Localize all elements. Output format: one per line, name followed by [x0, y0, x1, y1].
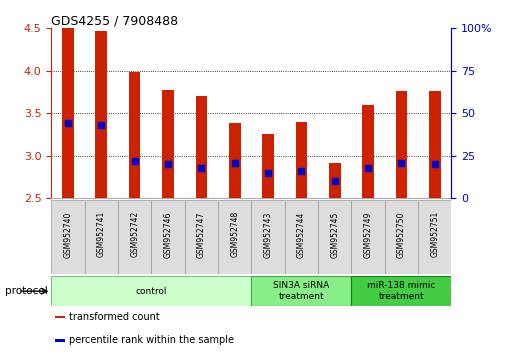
Bar — [262, 134, 274, 198]
FancyBboxPatch shape — [251, 276, 351, 306]
FancyBboxPatch shape — [51, 276, 251, 306]
FancyBboxPatch shape — [151, 200, 185, 274]
Text: GSM952743: GSM952743 — [264, 211, 272, 258]
FancyBboxPatch shape — [385, 200, 418, 274]
FancyBboxPatch shape — [218, 200, 251, 274]
Text: miR-138 mimic
treatment: miR-138 mimic treatment — [367, 281, 436, 301]
Bar — [95, 31, 107, 198]
FancyBboxPatch shape — [51, 200, 85, 274]
Bar — [62, 28, 74, 198]
Text: GSM952747: GSM952747 — [197, 211, 206, 258]
FancyBboxPatch shape — [118, 200, 151, 274]
FancyBboxPatch shape — [285, 200, 318, 274]
FancyBboxPatch shape — [351, 276, 451, 306]
Text: GSM952748: GSM952748 — [230, 211, 239, 257]
Text: SIN3A siRNA
treatment: SIN3A siRNA treatment — [273, 281, 329, 301]
Text: GSM952751: GSM952751 — [430, 211, 439, 257]
Bar — [162, 90, 174, 198]
Bar — [129, 73, 141, 198]
Text: control: control — [135, 287, 167, 296]
Bar — [55, 339, 65, 342]
Text: GSM952744: GSM952744 — [297, 211, 306, 258]
Bar — [229, 122, 241, 198]
FancyBboxPatch shape — [85, 200, 118, 274]
Text: GSM952741: GSM952741 — [97, 211, 106, 257]
Bar — [195, 96, 207, 198]
Text: GSM952749: GSM952749 — [364, 211, 372, 258]
Text: protocol: protocol — [5, 286, 48, 296]
Bar — [295, 122, 307, 198]
Text: GSM952746: GSM952746 — [164, 211, 172, 258]
Text: GSM952740: GSM952740 — [64, 211, 72, 258]
Bar — [55, 316, 65, 318]
FancyBboxPatch shape — [418, 200, 451, 274]
Text: GDS4255 / 7908488: GDS4255 / 7908488 — [51, 14, 179, 27]
FancyBboxPatch shape — [185, 200, 218, 274]
FancyBboxPatch shape — [351, 200, 385, 274]
Text: GSM952742: GSM952742 — [130, 211, 139, 257]
Text: GSM952750: GSM952750 — [397, 211, 406, 258]
Bar — [396, 91, 407, 198]
Text: percentile rank within the sample: percentile rank within the sample — [69, 335, 234, 345]
Bar — [429, 91, 441, 198]
Bar — [362, 105, 374, 198]
Bar — [329, 164, 341, 198]
FancyBboxPatch shape — [318, 200, 351, 274]
Text: GSM952745: GSM952745 — [330, 211, 339, 258]
FancyBboxPatch shape — [251, 200, 285, 274]
Text: transformed count: transformed count — [69, 312, 160, 322]
